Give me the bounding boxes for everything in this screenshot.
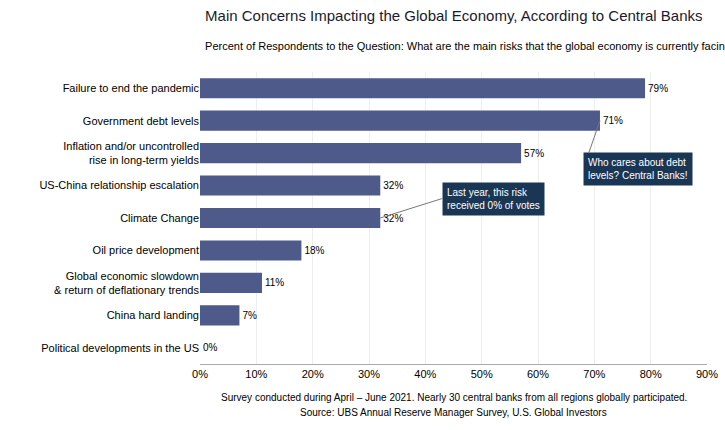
svg-text:71%: 71% [603,115,623,126]
svg-text:Who cares about debtlevels? Ce: Who cares about debtlevels? Central Bank… [588,157,688,181]
svg-text:Source: UBS Annual Reserve Man: Source: UBS Annual Reserve Manager Surve… [300,407,607,418]
svg-text:10%: 10% [245,368,267,380]
svg-text:Climate Change: Climate Change [120,212,199,224]
svg-text:7%: 7% [242,310,257,321]
svg-text:Main Concerns Impacting the Gl: Main Concerns Impacting the Global Econo… [205,7,702,24]
svg-text:0%: 0% [192,368,208,380]
svg-text:50%: 50% [471,368,493,380]
svg-text:Political developments in the: Political developments in the US [41,342,199,354]
svg-text:32%: 32% [383,180,403,191]
svg-text:0%: 0% [203,342,218,353]
svg-text:80%: 80% [640,368,662,380]
svg-text:China hard landing: China hard landing [107,309,199,321]
svg-text:18%: 18% [304,245,324,256]
svg-text:Inflation and/or uncontrolledr: Inflation and/or uncontrolledrise in lon… [63,140,199,166]
svg-text:32%: 32% [383,213,403,224]
svg-text:20%: 20% [302,368,324,380]
svg-text:90%: 90% [696,368,718,380]
svg-text:60%: 60% [527,368,549,380]
svg-text:Failure to end the pandemic: Failure to end the pandemic [63,82,200,94]
svg-text:Last year, this riskreceived 0: Last year, this riskreceived 0% of votes [447,187,540,211]
svg-text:Percent of Respondents to the: Percent of Respondents to the Question: … [205,40,725,52]
svg-text:Survey conducted during April: Survey conducted during April – June 202… [221,392,687,403]
svg-text:Government debt levels: Government debt levels [83,115,200,127]
svg-text:US-China relationship escalati: US-China relationship escalation [39,179,199,191]
svg-text:Global economic slowdown& retu: Global economic slowdown& return of defl… [54,270,199,296]
svg-text:70%: 70% [583,368,605,380]
svg-text:79%: 79% [648,83,668,94]
svg-text:Oil price development: Oil price development [93,244,199,256]
svg-text:57%: 57% [524,148,544,159]
svg-text:30%: 30% [358,368,380,380]
svg-text:11%: 11% [265,277,284,288]
svg-text:40%: 40% [414,368,436,380]
